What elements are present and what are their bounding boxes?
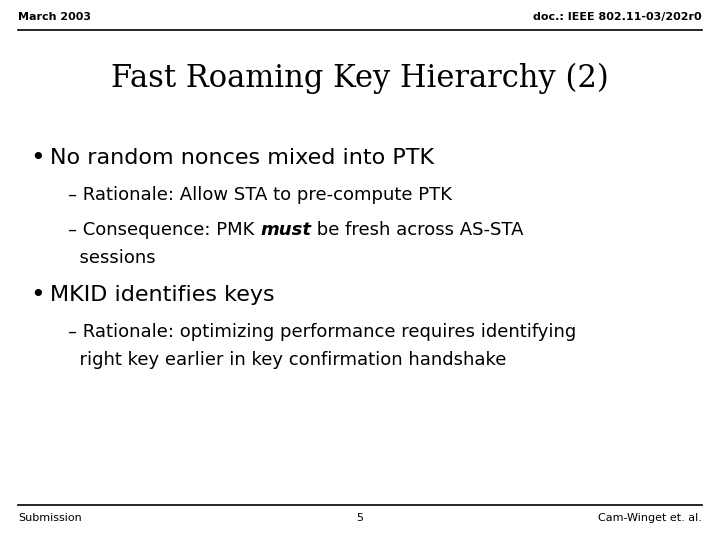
Text: right key earlier in key confirmation handshake: right key earlier in key confirmation ha… xyxy=(68,351,506,369)
Text: must: must xyxy=(260,221,311,239)
Text: – Rationale: optimizing performance requires identifying: – Rationale: optimizing performance requ… xyxy=(68,323,576,341)
Text: Cam-Winget et. al.: Cam-Winget et. al. xyxy=(598,513,702,523)
Text: – Consequence: PMK: – Consequence: PMK xyxy=(68,221,260,239)
Text: MKID identifies keys: MKID identifies keys xyxy=(50,285,274,305)
Text: doc.: IEEE 802.11-03/202r0: doc.: IEEE 802.11-03/202r0 xyxy=(534,12,702,22)
Text: •: • xyxy=(30,146,45,170)
Text: Submission: Submission xyxy=(18,513,82,523)
Text: March 2003: March 2003 xyxy=(18,12,91,22)
Text: be fresh across AS-STA: be fresh across AS-STA xyxy=(311,221,523,239)
Text: sessions: sessions xyxy=(68,249,156,267)
Text: – Rationale: Allow STA to pre-compute PTK: – Rationale: Allow STA to pre-compute PT… xyxy=(68,186,452,204)
Text: •: • xyxy=(30,283,45,307)
Text: Fast Roaming Key Hierarchy (2): Fast Roaming Key Hierarchy (2) xyxy=(111,63,609,93)
Text: No random nonces mixed into PTK: No random nonces mixed into PTK xyxy=(50,148,434,168)
Text: 5: 5 xyxy=(356,513,364,523)
